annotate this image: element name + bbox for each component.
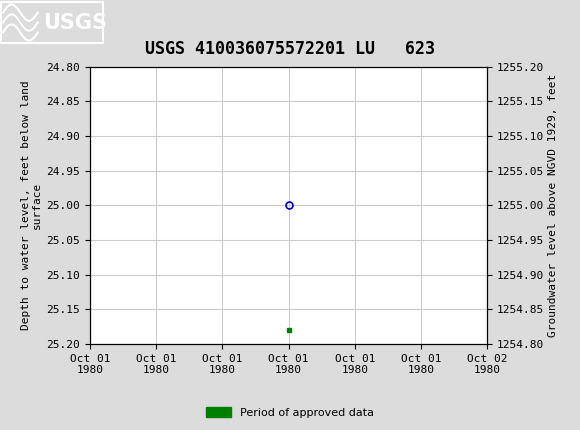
Y-axis label: Depth to water level, feet below land
surface: Depth to water level, feet below land su… <box>21 80 42 330</box>
Bar <box>1 2 103 43</box>
Text: USGS 410036075572201 LU   623: USGS 410036075572201 LU 623 <box>145 40 435 58</box>
Text: USGS: USGS <box>44 12 107 33</box>
Y-axis label: Groundwater level above NGVD 1929, feet: Groundwater level above NGVD 1929, feet <box>548 74 559 337</box>
Legend: Period of approved data: Period of approved data <box>202 403 378 422</box>
